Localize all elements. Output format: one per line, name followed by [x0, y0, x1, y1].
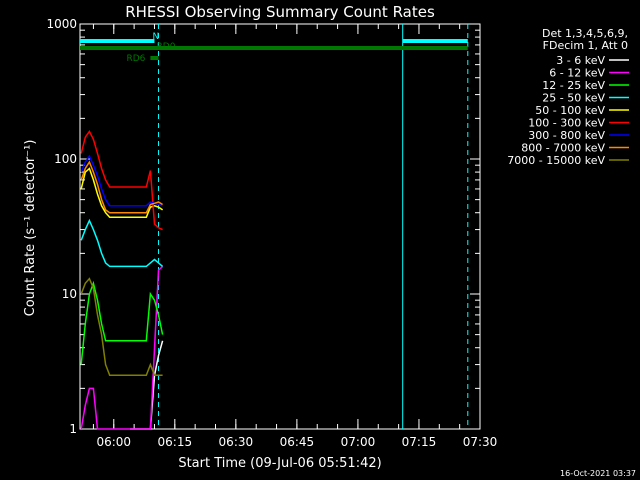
- legend-label: 7000 - 15000 keV: [507, 154, 605, 167]
- x-axis-label: Start Time (09-Jul-06 05:51:42): [178, 456, 381, 471]
- x-tick-label: 06:45: [280, 435, 315, 449]
- legend: Det 1,3,4,5,6,9,FDecim 1, Att 0 3 - 6 keV…: [507, 27, 629, 167]
- flag-bar: [80, 46, 468, 50]
- flag-bar: [80, 39, 155, 43]
- series-line: [80, 160, 163, 214]
- x-tick-label: 07:00: [341, 435, 376, 449]
- y-tick-label: 100: [54, 152, 77, 166]
- plot-border: [79, 23, 481, 430]
- legend-label: 25 - 50 keV: [542, 92, 605, 105]
- flag-label: RD0: [157, 42, 176, 52]
- flag-label: RD6: [126, 54, 145, 64]
- flag-bar: [402, 39, 468, 43]
- vertical-markers: [158, 24, 469, 429]
- series-line: [80, 265, 164, 430]
- flag-label: N: [152, 32, 159, 42]
- legend-header-line: FDecim 1, Att 0: [543, 39, 628, 52]
- chart-title: RHESSI Observing Summary Count Rates: [125, 3, 435, 21]
- x-axis: 06:00 06:15 06:30 06:45 07:00 07:15 07:30: [92, 24, 498, 449]
- series-line: [80, 218, 164, 268]
- y-axis-label: Count Rate (s⁻¹ detector⁻¹): [23, 140, 38, 317]
- series-line: [80, 129, 163, 231]
- legend-label: 6 - 12 keV: [549, 67, 605, 80]
- x-tick-label: 07:30: [463, 435, 498, 449]
- legend-label: 100 - 300 keV: [528, 117, 605, 130]
- footer-timestamp: 16-Oct-2021 03:37: [560, 469, 636, 478]
- plot-frame: [79, 23, 481, 430]
- x-tick-label: 06:30: [219, 435, 254, 449]
- legend-label: 800 - 7000 keV: [521, 142, 605, 155]
- y-axis: 1 10 100 1000: [46, 17, 480, 436]
- x-tick-label: 06:15: [158, 435, 193, 449]
- legend-label: 50 - 100 keV: [535, 104, 605, 117]
- y-tick-label: 10: [62, 287, 77, 301]
- series-line: [80, 280, 164, 365]
- legend-label: 12 - 25 keV: [542, 79, 605, 92]
- legend-header-line: Det 1,3,4,5,6,9,: [542, 27, 628, 40]
- series-line: [130, 340, 164, 430]
- x-tick-label: 07:15: [402, 435, 437, 449]
- y-tick-label: 1000: [46, 17, 77, 31]
- series-line: [80, 277, 163, 377]
- y-tick-label: 1: [69, 422, 77, 436]
- series-group: [80, 129, 164, 430]
- legend-label: 300 - 800 keV: [528, 129, 605, 142]
- x-tick-label: 06:00: [96, 435, 131, 449]
- series-line: [80, 154, 163, 207]
- flag-bar: [150, 56, 159, 60]
- legend-label: 3 - 6 keV: [556, 54, 605, 67]
